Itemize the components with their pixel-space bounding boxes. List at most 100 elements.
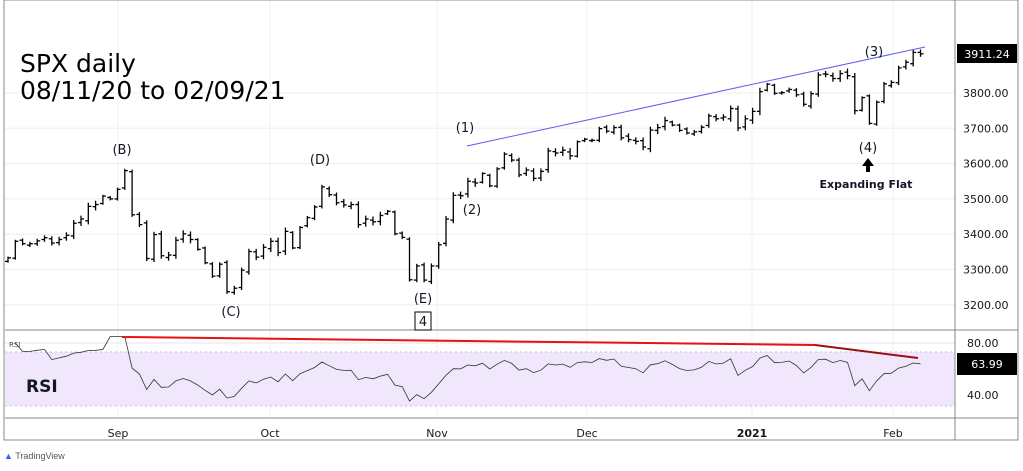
y-tick-label: 3300.00 [963,264,1009,277]
ohlc-bar [275,237,282,257]
ohlc-bar [99,194,106,205]
ohlc-bar [450,192,457,224]
title-line-2: 08/11/20 to 02/09/21 [20,76,286,105]
ohlc-bar [881,81,887,104]
ohlc-bar [501,152,508,170]
ohlc-bar [238,267,245,291]
ohlc-bar [85,202,92,225]
wave-4-box [414,311,432,331]
ohlc-bar [479,172,486,184]
ohlc-bar [63,232,70,241]
ohlc-bar [581,137,588,143]
ohlc-bar [282,227,289,255]
ohlc-bar [391,210,398,236]
rsi-tick-80: 80.00 [967,337,999,350]
rsi-last-badge [957,353,1017,375]
ohlc-bar [844,68,851,80]
ohlc-bar [698,125,705,134]
branding-text: TradingView [15,451,65,461]
ohlc-bar [494,167,501,188]
ohlc-bar [771,83,778,95]
ohlc-bar [12,239,19,260]
ohlc-bar [859,96,866,112]
ohlc-bar [399,231,406,240]
ohlc-bar [603,125,610,134]
ohlc-bar [216,262,223,278]
chart-title: SPX daily 08/11/20 to 02/09/21 [20,50,286,104]
wave-label-C: (C) [221,305,240,320]
ohlc-bar [537,168,544,182]
ohlc-bar [589,138,595,143]
ohlc-bar [902,59,909,70]
ohlc-bar [662,116,668,131]
ohlc-bar [486,173,493,188]
wave-label-3: (3) [865,45,883,60]
x-tick-label: Dec [576,427,597,440]
rsi-last: 63.99 [971,358,1003,371]
x-tick-label: Feb [883,427,902,440]
wave-label-D: (D) [310,153,330,168]
ohlc-bar [764,82,771,92]
ohlc-bar [333,192,340,206]
ohlc-bar [224,260,230,294]
ohlc-bar [92,200,99,211]
ohlc-bar [815,72,822,97]
wave-label-1: (1) [456,121,474,136]
ohlc-bar [48,236,55,246]
ohlc-bar [917,49,924,57]
ohlc-bar [114,187,121,201]
rsi-line [14,336,921,402]
wave-label-4: 4 [419,315,427,330]
ohlc-bar [143,220,150,262]
ohlc-bar [464,177,471,198]
ohlc-bar [165,251,172,261]
y-tick-label: 3700.00 [963,122,1009,135]
ohlc-bar [194,238,201,251]
ohlc-bar [180,230,187,243]
ohlc-bar [472,178,479,187]
ohlc-bar [370,216,376,226]
ohlc-bar [888,80,895,88]
ohlc-bar [151,231,157,263]
ohlc-bar [640,137,647,151]
ohlc-bar [910,49,917,67]
ohlc-bar [121,168,128,190]
rsi-tick-40: 40.00 [967,389,999,402]
ohlc-bar [311,205,318,221]
ohlc-bar [326,186,333,197]
ohlc-bar [41,235,48,242]
ohlc-bar [26,241,33,248]
ohlc-bar [318,184,325,209]
tradingview-logo[interactable]: ▲ TradingView [4,451,65,461]
ohlc-bar [829,72,836,82]
expanding-flat-annotation: Expanding Flat [820,178,913,191]
y-tick-label: 3600.00 [963,158,1009,171]
title-line-1: SPX daily [20,49,136,78]
ohlc-bar [676,123,683,132]
ohlc-bar [245,248,252,275]
ohlc-bar [735,105,741,132]
ohlc-bar [202,246,209,265]
ohlc-bar [421,262,428,283]
y-tick-label: 3200.00 [963,299,1009,312]
ohlc-bar [435,242,442,269]
ohlc-bar [187,231,194,244]
ohlc-bar [384,209,391,215]
ohlc-bar [172,236,179,259]
ohlc-bar [742,115,749,131]
upper-trendline [466,46,926,147]
ohlc-bar [428,263,435,285]
ohlc-bar [808,91,814,109]
ohlc-bar [209,262,216,278]
ohlc-bar [778,90,785,95]
last-price: 3911.24 [964,48,1010,61]
tradingview-icon: ▲ [4,451,13,461]
ohlc-bar [304,215,311,228]
ohlc-bar [530,168,537,182]
ohlc-bar [297,226,303,250]
ohlc-bar [822,70,829,78]
ohlc-bar [567,148,574,160]
ohlc-bar [647,126,654,153]
